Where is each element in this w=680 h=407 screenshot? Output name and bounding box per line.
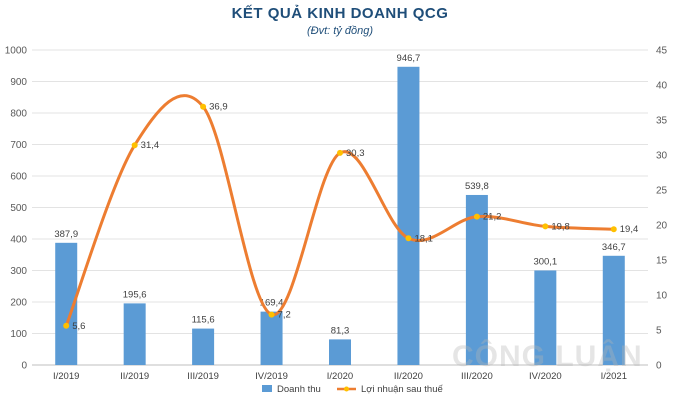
- line-point: [131, 142, 138, 149]
- y-right-tick-label: 30: [656, 151, 668, 162]
- x-tick-label: III/2020: [461, 371, 493, 382]
- bar: [192, 328, 215, 365]
- bar-data-label: 81,3: [331, 325, 350, 336]
- x-tick-label: IV/2020: [529, 371, 562, 382]
- y-right-tick-label: 45: [656, 46, 668, 57]
- bar: [55, 242, 78, 365]
- x-tick-label: I/2021: [601, 371, 627, 382]
- legend-marker-profit: [344, 386, 349, 392]
- line-point: [268, 311, 275, 318]
- bar: [397, 66, 420, 366]
- chart-subtitle: (Đvt: tỷ đồng): [306, 25, 374, 37]
- bar: [123, 303, 146, 365]
- y-left-tick-label: 600: [10, 172, 27, 183]
- x-tick-label: I/2020: [327, 371, 353, 382]
- bar: [465, 194, 488, 365]
- legend-label-revenue: Doanh thu: [277, 384, 321, 395]
- chart-title: KẾT QUẢ KINH DOANH QCG: [231, 5, 449, 22]
- y-left-tick-label: 800: [10, 109, 27, 120]
- bar: [602, 255, 625, 365]
- y-right-tick-label: 35: [656, 116, 668, 127]
- y-left-tick-label: 0: [21, 361, 27, 372]
- line-data-label: 7,2: [278, 310, 291, 321]
- line-data-label: 19,4: [620, 224, 639, 235]
- y-right-tick-label: 15: [656, 256, 668, 267]
- bar-data-label: 300,1: [533, 256, 557, 267]
- x-tick-label: IV/2019: [255, 371, 288, 382]
- legend-swatch-revenue: [262, 385, 272, 392]
- bar: [534, 270, 557, 365]
- line-point: [63, 322, 70, 329]
- bar-data-label: 946,7: [397, 53, 421, 64]
- y-right-tick-label: 25: [656, 186, 668, 197]
- y-left-tick-label: 400: [10, 235, 27, 246]
- line-data-label: 31,4: [141, 140, 160, 151]
- line-point: [200, 103, 207, 110]
- bar-data-label: 195,6: [123, 289, 147, 300]
- y-left-tick-label: 500: [10, 203, 27, 214]
- line-point: [610, 226, 617, 233]
- line-data-label: 18,1: [414, 233, 433, 244]
- y-left-tick-label: 700: [10, 140, 27, 151]
- line-point: [473, 213, 480, 220]
- line-data-label: 19,8: [551, 221, 570, 232]
- line-point: [337, 149, 343, 156]
- line-point: [405, 235, 412, 242]
- y-left-tick-label: 100: [10, 329, 27, 340]
- y-right-tick-label: 5: [656, 326, 662, 337]
- y-left-tick-label: 1000: [5, 46, 28, 57]
- line-series-profit: [64, 94, 614, 327]
- bar-data-label: 346,7: [602, 242, 626, 253]
- legend-label-profit: Lợi nhuận sau thuế: [361, 384, 443, 395]
- y-left-tick-label: 900: [10, 77, 27, 88]
- line-data-label: 36,9: [209, 102, 228, 113]
- bar-data-label: 115,6: [192, 315, 215, 326]
- y-right-tick-label: 0: [656, 361, 662, 372]
- line-data-label: 5,6: [72, 321, 85, 332]
- bar: [260, 311, 283, 365]
- line-data-label: 30,3: [346, 148, 365, 159]
- bar-data-label: 169,4: [260, 298, 284, 309]
- bar-data-label: 539,8: [465, 181, 489, 192]
- line-point: [542, 223, 549, 230]
- y-left-tick-label: 200: [10, 298, 27, 309]
- x-tick-label: III/2019: [187, 371, 219, 382]
- line-data-label: 21,2: [483, 212, 502, 223]
- bar-data-label: 387,9: [54, 229, 78, 240]
- bar: [329, 339, 351, 365]
- x-tick-label: II/2019: [120, 371, 149, 382]
- x-tick-label: I/2019: [53, 371, 79, 382]
- y-right-tick-label: 40: [656, 81, 668, 92]
- y-right-tick-label: 20: [656, 221, 668, 232]
- x-tick-label: II/2020: [394, 371, 423, 382]
- y-right-tick-label: 10: [656, 291, 668, 302]
- y-left-tick-label: 300: [10, 266, 27, 277]
- watermark-logo: CÔNG LUẬN: [452, 340, 643, 373]
